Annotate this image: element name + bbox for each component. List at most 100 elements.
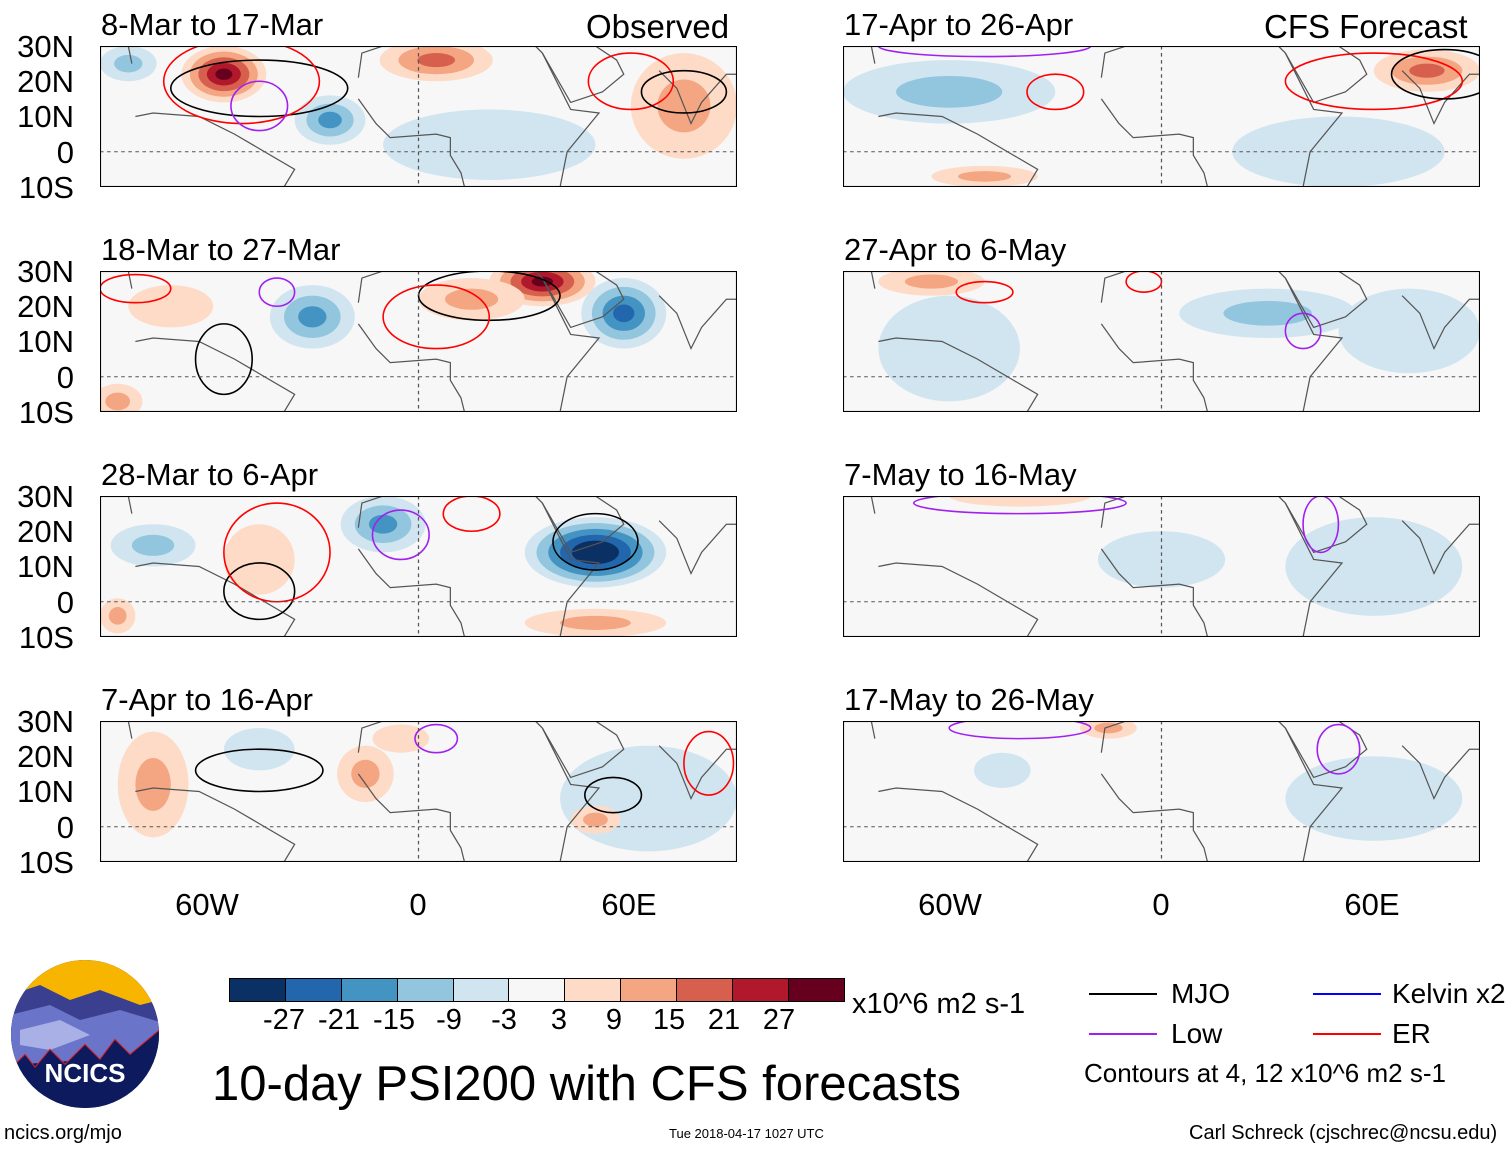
mjo-contour (194, 323, 253, 396)
timestamp: Tue 2018-04-17 1027 UTC (669, 1126, 824, 1141)
logo-text: NCICS (45, 1058, 126, 1088)
lat-tick-label: 10S (18, 844, 74, 880)
colorbar-bin (341, 979, 398, 1001)
colorbar-tick-label: 21 (707, 1004, 741, 1036)
site-url[interactable]: ncics.org/mjo (4, 1122, 122, 1144)
anomaly-shading (973, 752, 1031, 788)
low-contour (414, 723, 459, 754)
coastline (541, 271, 625, 329)
coastline (541, 496, 625, 554)
lon-tick-label: 0 (1152, 887, 1170, 922)
er-contour (587, 52, 675, 111)
coastline (357, 323, 466, 412)
er-contour (162, 46, 321, 125)
legend-kelvin-line (1313, 993, 1381, 995)
er-contour (955, 280, 1014, 304)
colorbar-bin (509, 979, 566, 1001)
low-contour (877, 46, 1092, 58)
map-panel (100, 721, 737, 862)
coastline (658, 745, 737, 801)
mjo-contour (552, 512, 639, 571)
low-contour (948, 721, 1092, 740)
legend-er: ER (1392, 1018, 1431, 1049)
colorbar-bin (397, 979, 454, 1001)
anomaly-shading (583, 546, 608, 559)
colorbar-bin (453, 979, 510, 1001)
coastline (357, 773, 466, 862)
coastline (1100, 773, 1209, 862)
panel-title: 17-Apr to 26-Apr (844, 7, 1074, 42)
map-panel (843, 496, 1480, 637)
coastline (357, 46, 601, 187)
low-contour (371, 509, 430, 561)
colorbar-bin (788, 979, 844, 1001)
mjo-contour (640, 69, 728, 114)
legend-kelvin: Kelvin x2 (1392, 978, 1506, 1009)
low-contour (913, 496, 1127, 515)
lon-tick-label: 60E (601, 887, 657, 922)
low-contour (1316, 723, 1361, 775)
anomaly-shading (1338, 288, 1480, 374)
anomaly-shading (560, 745, 737, 852)
panel-title: 17-May to 26-May (844, 682, 1094, 717)
colorbar-tick-label: -21 (318, 1004, 360, 1036)
anomaly-shading (531, 276, 553, 287)
anomaly-shading (560, 615, 631, 630)
coastline (843, 496, 876, 514)
coastline (357, 271, 601, 412)
er-contour (1026, 73, 1085, 111)
coastline (100, 496, 133, 514)
colorbar-bin (565, 979, 622, 1001)
lat-tick-label: 30N (17, 704, 74, 739)
mjo-contour (1390, 48, 1480, 100)
lat-tick-label: 0 (56, 134, 74, 170)
map-panel (843, 721, 1480, 862)
coastline (135, 112, 296, 187)
panel-title: 27-Apr to 6-May (844, 232, 1067, 267)
map-panel (100, 46, 737, 187)
colorbar-tick-label: 27 (762, 1004, 796, 1036)
coastline (878, 787, 1039, 862)
colorbar (229, 978, 845, 1002)
legend-low-line (1089, 1033, 1157, 1035)
coastline (1100, 323, 1209, 412)
anomaly-shading (949, 496, 1091, 507)
coastline (878, 562, 1039, 637)
map-panel (100, 271, 737, 412)
figure-title: 10-day PSI200 with CFS forecasts (212, 1057, 961, 1111)
lat-tick-label: 20N (17, 514, 74, 550)
coastline (658, 295, 737, 351)
units-label: x10^6 m2 s-1 (852, 988, 1026, 1020)
panel-title: 18-Mar to 27-Mar (101, 232, 341, 267)
colorbar-tick-label: -3 (491, 1004, 517, 1036)
anomaly-shading (372, 724, 430, 753)
coastline (1100, 46, 1344, 187)
legend-mjo: MJO (1171, 978, 1231, 1009)
anomaly-shading (896, 75, 1003, 108)
colorbar-tick-label: 15 (652, 1004, 686, 1036)
coastline (1100, 548, 1209, 637)
coastline (357, 496, 601, 637)
panel-title: 7-Apr to 16-Apr (101, 682, 313, 717)
coastline (1100, 496, 1344, 637)
coastline (1401, 520, 1480, 576)
anomaly-shading (351, 759, 380, 788)
coastline (1100, 98, 1209, 187)
colorbar-bin (733, 979, 789, 1001)
coastline (878, 337, 1039, 412)
lon-tick-label: 0 (409, 887, 427, 922)
mjo-contour (584, 776, 643, 814)
lat-tick-label: 10S (18, 619, 74, 655)
coastline (357, 721, 601, 862)
mjo-contour (194, 748, 324, 793)
mjo-contour (169, 59, 349, 118)
colorbar-tick-label: 9 (605, 1004, 623, 1036)
coastline (843, 46, 876, 64)
anomaly-shading (1094, 722, 1123, 734)
colorbar-tick-label: -27 (263, 1004, 305, 1036)
lat-tick-label: 30N (17, 254, 74, 289)
observed-label: Observed (586, 8, 730, 45)
low-contour (230, 80, 289, 132)
lat-tick-label: 20N (17, 289, 74, 325)
anomaly-shading (108, 607, 127, 625)
